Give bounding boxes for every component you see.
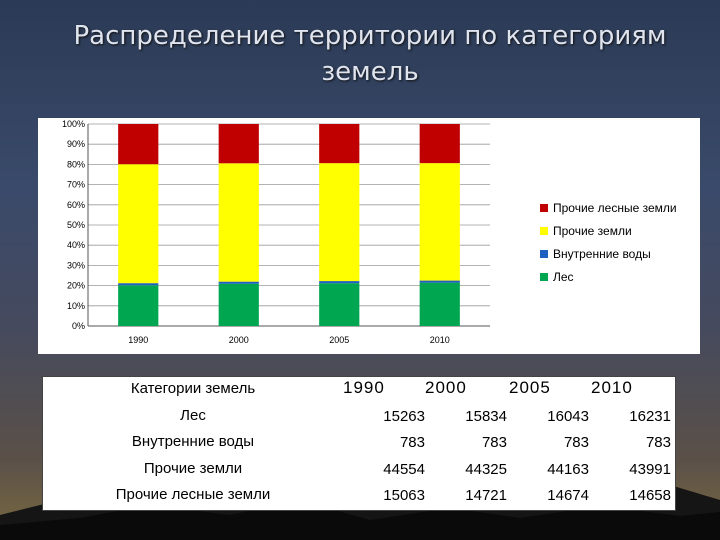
y-tick-label: 50% [67,220,85,230]
x-tick-label: 1990 [128,335,148,345]
table-cell: 15263 [383,407,425,425]
table-cell: 783 [481,434,507,452]
slide-title-line1: Распределение территории по категориям [73,21,667,51]
bar-segment [118,124,159,165]
bar-segment [419,280,460,283]
table-cell: 14721 [465,487,507,505]
table-cell: 14658 [629,487,671,505]
bar-segment [419,163,460,281]
bar-segment [319,163,360,282]
x-tick-label: 2000 [229,335,249,345]
table-cell: 16231 [629,407,671,425]
bar-segment [218,283,259,326]
table-row: Лес 15263 15834 16043 16231 [43,404,675,431]
bar-segment [218,124,259,164]
table-header-row: Категории земель 1990 2000 2005 2010 [43,377,675,404]
table-header-category: Категории земель [130,380,256,397]
legend-swatch [540,203,548,212]
y-tick-label: 30% [67,260,85,270]
table-row-label: Лес [180,406,206,424]
bar-segment [319,281,360,284]
legend-swatch [540,249,548,258]
table-cell: 44325 [465,460,507,478]
table-header-year: 2005 [509,378,551,397]
legend-item: Лес [540,265,677,288]
slide-title: Распределение территории по категориям з… [40,18,700,90]
legend-item: Прочие земли [540,219,677,242]
legend-swatch [540,272,548,281]
table-cell: 16043 [547,407,589,425]
bar-segment [319,283,360,326]
legend-item: Прочие лесные земли [540,196,677,219]
table-cell: 783 [399,434,425,452]
legend-label: Прочие земли [553,223,632,238]
bar-segment [118,283,159,286]
table-row: Прочие земли 44554 44325 44163 43991 [43,457,675,484]
table-cell: 44554 [383,460,425,478]
y-tick-label: 20% [67,281,85,291]
x-tick-label: 2010 [430,335,450,345]
y-tick-label: 80% [67,159,85,169]
table-row: Внутренние воды 783 783 783 783 [43,430,675,457]
legend-swatch [540,226,548,235]
table-row: Прочие лесные земли 15063 14721 14674 14… [43,483,675,510]
chart-legend: Прочие лесные земли Прочие земли Внутренни… [540,196,677,288]
table-header-year: 1990 [343,378,385,397]
bar-segment [319,124,360,164]
legend-label: Лес [553,269,574,284]
y-tick-label: 0% [72,321,85,331]
y-tick-label: 10% [67,301,85,311]
table-cell: 43991 [629,460,671,478]
legend-label: Внутренние воды [553,246,651,261]
bar-segment [218,163,259,282]
table-cell: 15834 [465,407,507,425]
legend-item: Внутренние воды [540,242,677,265]
table-row-label: Внутренние воды [131,433,255,451]
stacked-bar-chart: 0% 10% 20% 30% 40% 50% 60% 70% 80% 90% 100% 1990 200… [62,119,490,345]
bar-segment [118,285,159,326]
table-header-year: 2010 [591,378,633,397]
y-tick-label: 60% [67,200,85,210]
bar-segment [419,282,460,326]
chart-panel: 0% 10% 20% 30% 40% 50% 60% 70% 80% 90% 100% 1990 200… [38,118,700,354]
legend-label: Прочие лесные земли [553,200,677,215]
table-cell: 783 [563,434,589,452]
table-header-year: 2000 [425,378,467,397]
y-tick-label: 100% [62,119,85,129]
table-cell: 14674 [547,487,589,505]
bar-segment [419,124,460,164]
bar-segment [218,281,259,284]
y-tick-label: 40% [67,240,85,250]
table-cell: 783 [645,434,671,452]
slide-title-line2: земель [321,57,419,87]
y-tick-label: 70% [67,180,85,190]
table-row-label: Прочие лесные земли [115,486,271,504]
table-cell: 44163 [547,460,589,478]
x-tick-label: 2005 [329,335,349,345]
table-row-label: Прочие земли [143,459,243,477]
bar-segment [118,164,159,284]
y-tick-label: 90% [67,139,85,149]
table-cell: 15063 [383,487,425,505]
data-table: Категории земель 1990 2000 2005 2010 Лес… [42,376,676,511]
